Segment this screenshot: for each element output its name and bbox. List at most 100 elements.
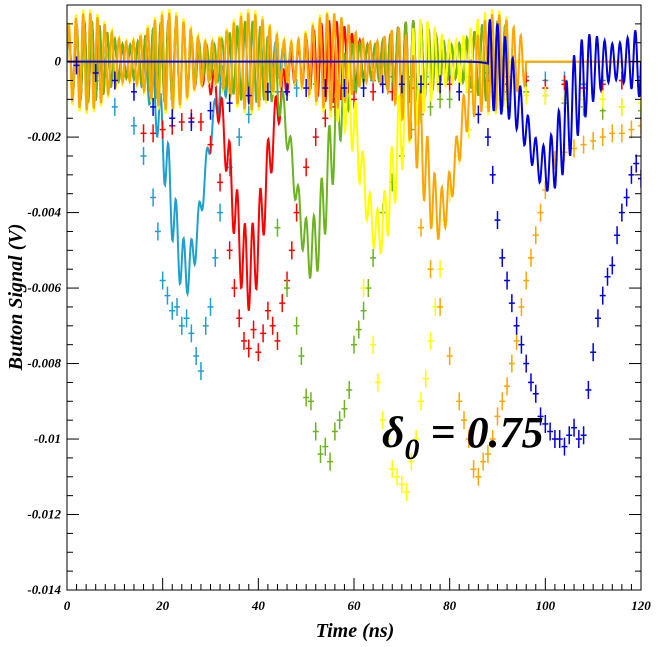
data-point [264,301,271,320]
data-point [202,316,209,335]
data-point [293,203,300,222]
data-point [575,430,582,449]
data-point [303,388,310,407]
data-point [245,339,252,358]
data-point [614,226,621,245]
data-point [245,105,252,124]
data-point [427,331,434,350]
data-point [417,75,424,94]
data-point [475,105,482,124]
data-point [384,430,391,449]
data-point [446,75,453,94]
series-5-sim-curve [67,19,641,192]
data-point [154,222,161,241]
data-point [403,482,410,501]
data-point [207,297,214,316]
data-point [370,335,377,354]
data-point [130,116,137,135]
data-point [336,411,343,430]
y-tick-label: -0.006 [27,280,61,295]
data-point [174,297,181,316]
data-point [264,82,271,101]
data-point [360,279,367,298]
data-point [169,301,176,320]
data-point [307,392,314,411]
y-tick-label: -0.012 [27,507,61,522]
data-point [92,63,99,82]
data-point [571,139,578,158]
data-point [255,343,262,362]
data-point [623,188,630,207]
data-point [370,248,377,267]
data-point [73,56,80,75]
delta-subscript: 0 [405,433,420,466]
series-layer [67,8,641,501]
ticks-layer [66,4,642,591]
data-point [590,131,597,150]
data-point [417,392,424,411]
data-point [193,347,200,365]
data-point [638,169,641,188]
data-point [293,79,300,98]
data-point [317,445,324,464]
data-point [446,90,453,109]
data-point [217,173,224,192]
data-point [590,343,597,362]
delta-value: = 0.75 [420,408,544,457]
data-point [226,94,233,113]
delta-annotation: δ0 = 0.75 [382,408,544,466]
data-point [413,430,420,449]
data-point [111,97,118,116]
data-point [494,211,501,230]
data-point [279,294,286,313]
data-point [150,124,157,143]
data-point [312,422,319,441]
data-point [470,460,477,479]
data-point [351,335,357,354]
data-point [293,316,300,335]
data-point [274,218,281,237]
data-point [437,75,444,94]
data-point [484,128,491,147]
data-point [489,430,496,449]
data-point [456,82,463,101]
data-point [398,475,405,494]
data-point [437,260,444,279]
data-point [417,218,424,237]
data-point [389,460,396,479]
data-point [274,331,281,350]
data-point [140,146,147,165]
data-point [527,373,534,392]
data-point [303,79,310,98]
data-point [638,116,641,135]
data-point [437,297,444,316]
x-tick-label: 60 [348,598,362,613]
data-point [183,309,190,328]
data-point [480,452,487,471]
data-point [594,309,601,328]
data-point [355,320,362,339]
y-tick-label: -0.004 [27,205,61,220]
data-point [599,90,606,109]
data-point [508,294,515,313]
data-point [427,260,434,279]
data-point [484,445,491,464]
data-point [284,82,291,101]
data-point [260,324,267,343]
data-point [360,301,367,320]
data-point [231,279,238,298]
y-tick-label: -0.014 [27,582,61,597]
data-point [240,331,247,350]
data-point [245,86,252,105]
data-point [580,135,587,154]
delta-symbol: δ [382,408,405,457]
data-point [370,82,377,101]
data-point [566,426,573,445]
data-point [236,309,243,328]
data-point [638,101,641,120]
x-tick-label: 80 [443,598,457,613]
data-point [379,75,386,94]
data-point [111,71,118,90]
data-point [532,384,539,403]
data-point [599,128,606,147]
